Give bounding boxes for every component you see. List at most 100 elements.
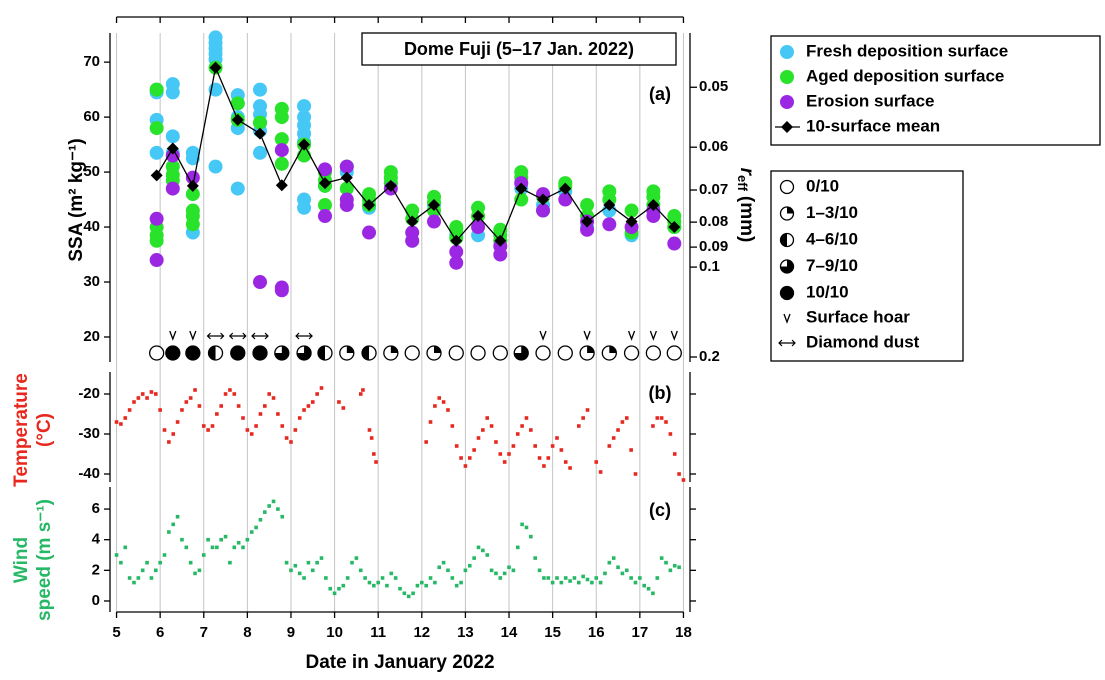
obs-point: [241, 416, 245, 420]
obs-point: [594, 460, 599, 464]
mean-point: [231, 113, 244, 126]
obs-point: [315, 392, 319, 396]
cloud-outline: [645, 345, 662, 361]
obs-point: [446, 408, 450, 412]
cloud-symbol: [296, 345, 312, 361]
obs-point: [616, 428, 620, 432]
obs-point: [153, 568, 158, 573]
mean-point: [254, 127, 267, 140]
mean-point: [581, 215, 594, 228]
obs-point: [267, 392, 271, 396]
obs-point: [424, 583, 428, 588]
cloud-fill: [514, 346, 529, 360]
obs-point: [210, 545, 215, 550]
cloud-symbol: [579, 345, 595, 361]
obs-point: [590, 580, 594, 585]
mean-point: [537, 193, 550, 206]
obs-point: [201, 424, 206, 428]
obs-point: [594, 576, 599, 580]
legend-marker: [780, 70, 794, 84]
obs-point: [249, 530, 254, 534]
obs-point: [629, 448, 633, 452]
obs-point: [319, 556, 324, 560]
y-tick-label: 40: [83, 218, 100, 235]
y2-label-subscript: eff: [735, 175, 750, 192]
obs-point: [607, 560, 612, 565]
cloud-outline: [623, 345, 640, 361]
obs-point: [358, 568, 363, 573]
obs-point: [341, 406, 346, 410]
mean-point: [668, 221, 681, 234]
ssa-point: [165, 181, 180, 196]
y-tick-label: 4: [92, 531, 101, 548]
obs-point: [302, 576, 306, 580]
cloud-fill: [434, 346, 442, 353]
mean-point: [494, 234, 507, 247]
obs-point: [263, 510, 267, 514]
x-tick-label: 17: [632, 624, 649, 641]
ssa-point: [471, 220, 486, 235]
cloud-symbol: [492, 345, 508, 361]
obs-point: [481, 428, 485, 432]
ssa-point: [149, 121, 164, 136]
obs-point: [463, 464, 468, 468]
legend-marker: [780, 95, 794, 109]
obs-point: [219, 537, 224, 542]
title-box: [361, 32, 677, 66]
obs-point: [175, 514, 180, 519]
cloud-fill: [362, 346, 370, 360]
obs-point: [127, 408, 132, 412]
obs-point: [345, 576, 350, 580]
obs-point: [485, 553, 490, 557]
cloud-symbol: [149, 345, 165, 361]
obs-point: [319, 386, 324, 390]
obs-point: [467, 456, 472, 460]
obs-point: [245, 428, 250, 432]
ssa-point: [149, 233, 164, 248]
y2-tick-label: 0.1: [699, 258, 720, 275]
y2-tick-label: 0.06: [699, 138, 728, 155]
cloud-outline: [470, 345, 486, 361]
obs-point: [411, 591, 415, 596]
cloud-symbol: [470, 345, 486, 361]
ssa-point: [405, 233, 420, 248]
obs-point: [585, 577, 590, 582]
obs-point: [361, 388, 365, 392]
obs-point: [585, 408, 590, 412]
obs-point: [158, 560, 162, 565]
y2-axis-label: reff (mm): [735, 168, 757, 243]
ssa-point: [230, 96, 245, 111]
y-axis-label: Temperature: [11, 373, 32, 487]
obs-point: [481, 548, 485, 553]
ssa-point: [165, 85, 180, 100]
y-tick-label: -40: [78, 465, 100, 482]
obs-point: [267, 504, 271, 508]
cloud-fill: [165, 346, 180, 360]
hoar-mark: [670, 330, 678, 341]
obs-point: [437, 565, 442, 570]
obs-point: [472, 556, 476, 560]
obs-point: [441, 560, 446, 565]
cloud-symbol: [513, 345, 529, 361]
y-axis-label: Wind: [11, 537, 32, 583]
legend-label: 7–9/10: [806, 256, 858, 275]
obs-point: [546, 576, 551, 580]
obs-point: [284, 560, 289, 565]
obs-point: [576, 424, 581, 428]
legend-marker: [781, 121, 793, 133]
obs-point: [467, 563, 472, 568]
obs-point: [502, 571, 507, 576]
obs-point: [681, 478, 686, 482]
obs-point: [167, 530, 171, 534]
obs-point: [555, 576, 559, 580]
x-tick-label: 13: [457, 624, 474, 641]
obs-point: [433, 580, 437, 585]
obs-point: [380, 576, 385, 580]
obs-point: [568, 579, 572, 583]
obs-point: [241, 545, 245, 550]
obs-point: [533, 556, 537, 560]
obs-point: [254, 424, 258, 428]
cloud-symbol: [448, 345, 464, 361]
ssa-point: [274, 143, 289, 158]
y-tick-label: 20: [83, 328, 100, 345]
